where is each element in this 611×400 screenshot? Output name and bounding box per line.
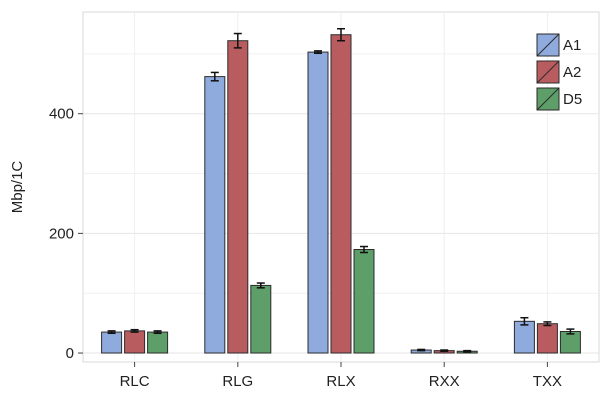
bar-A2-RLX bbox=[330, 34, 352, 354]
x-tick-label: RLX bbox=[326, 373, 355, 390]
x-axis: RLC RLG RLX RXX TXX bbox=[120, 362, 562, 390]
bar-A1-TXX bbox=[513, 320, 535, 354]
legend-label-A1: A1 bbox=[563, 37, 581, 54]
legend-swatch-slash bbox=[536, 87, 560, 111]
bar-D5-RLC bbox=[147, 331, 169, 354]
bar-D5-RLX bbox=[353, 249, 375, 354]
bar-A1-RLX bbox=[307, 51, 329, 354]
legend-swatch-slash bbox=[536, 60, 560, 84]
bar-A1-RLG bbox=[204, 76, 226, 354]
legend-swatch-slash bbox=[536, 33, 560, 57]
bar-A2-TXX bbox=[536, 323, 558, 354]
bar-A2-RLG bbox=[227, 40, 249, 354]
bars bbox=[101, 28, 581, 354]
bar-D5-RLG bbox=[250, 284, 272, 354]
x-tick-label: RXX bbox=[429, 373, 460, 390]
bar-D5-TXX bbox=[559, 330, 581, 354]
legend: A1 A2 D5 bbox=[536, 33, 582, 111]
y-tick-label: 400 bbox=[49, 106, 74, 123]
x-tick-label: TXX bbox=[533, 373, 562, 390]
x-tick-label: RLG bbox=[222, 373, 253, 390]
legend-label-D5: D5 bbox=[563, 91, 582, 108]
legend-label-A2: A2 bbox=[563, 64, 581, 81]
y-tick-label: 200 bbox=[49, 225, 74, 242]
y-tick-label: 0 bbox=[66, 345, 74, 362]
x-tick-label: RLC bbox=[120, 373, 150, 390]
bar-A1-RLC bbox=[101, 331, 123, 354]
y-axis-label: Mbp/1C bbox=[9, 161, 26, 214]
bar-A2-RLC bbox=[124, 330, 146, 354]
y-axis: 0 200 400 bbox=[49, 106, 83, 362]
